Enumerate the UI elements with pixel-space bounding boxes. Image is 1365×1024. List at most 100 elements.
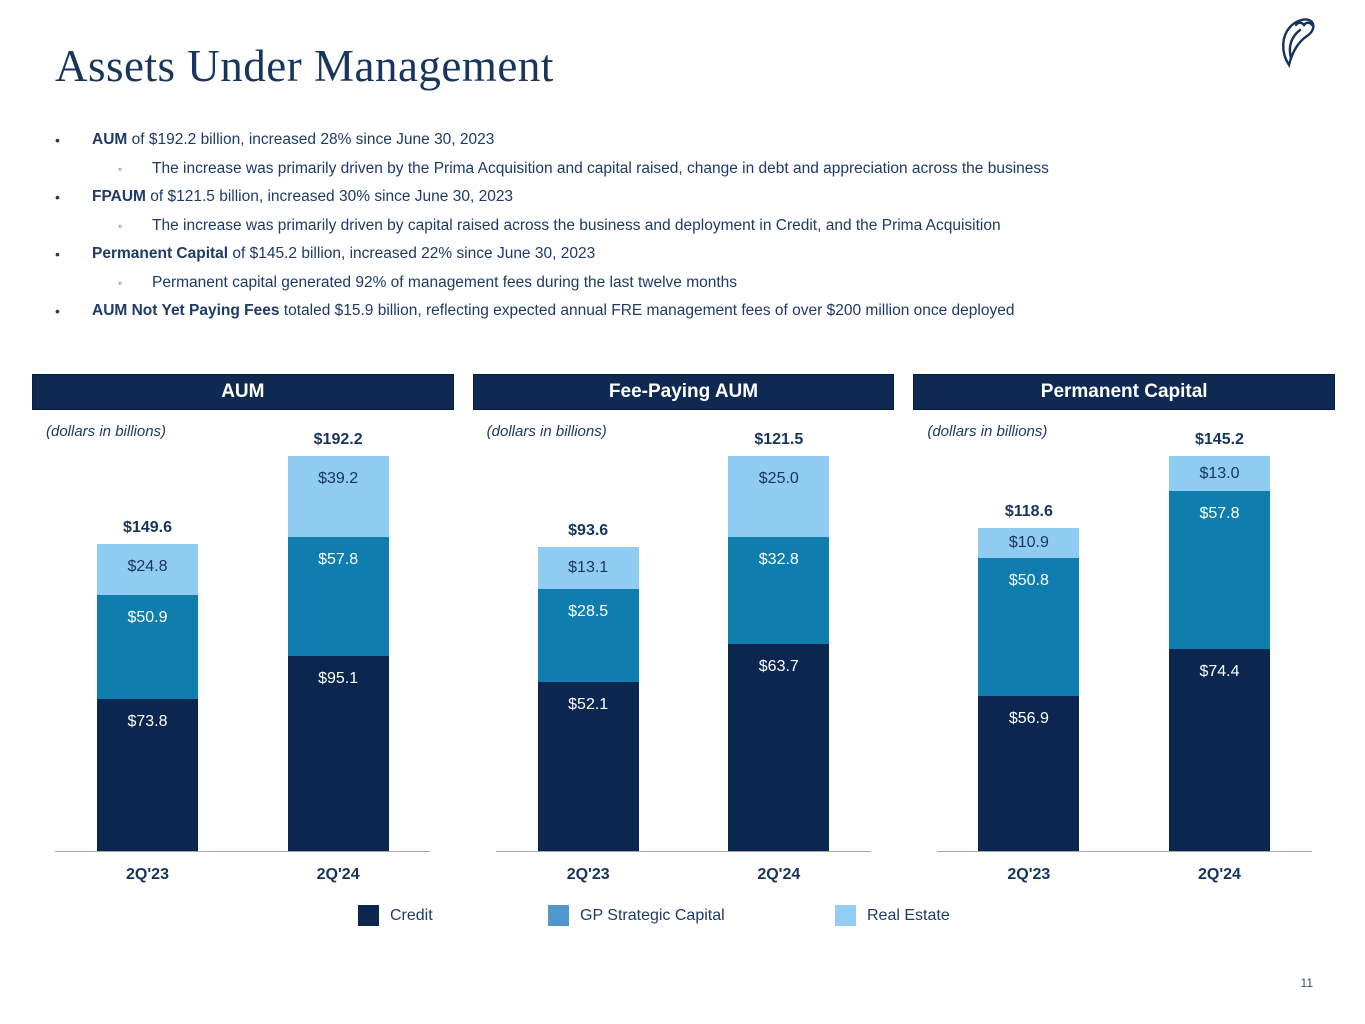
bar-segment-gp-strategic-capital: $57.8 [1168,491,1271,649]
chart-units-label: (dollars in billions) [486,423,607,440]
chart-plot: (dollars in billions) $73.8 $50.9 $24.8 $149… [32,410,454,888]
chart-legend: Credit GP Strategic Capital Real Estate [0,905,1365,935]
chart-panels: AUM (dollars in billions) $73.8 $50.9 $24.8 $… [32,374,1336,888]
bar-segment-gp-strategic-capital: $32.8 [728,537,830,644]
sub-bullet-text: The increase was primarily driven by the… [152,159,1049,177]
legend-label: Credit [390,906,433,924]
page-title: Assets Under Management [55,41,554,91]
bar-segment-gp-strategic-capital: $28.5 [537,589,639,682]
segment-value-label: $39.2 [318,470,359,488]
bar-total-label: $93.6 [568,521,609,539]
segment-value-label: $13.0 [1199,464,1240,482]
x-axis-category-label: 2Q'24 [1197,866,1241,883]
bar-segment-gp-strategic-capital: $50.8 [978,558,1080,697]
chart-panel-permanent-capital: Permanent Capital (dollars in billions) $5… [913,374,1336,888]
bar-total-label: $118.6 [1004,503,1053,521]
legend-label: Real Estate [867,906,950,924]
sub-bullet-text: Permanent capital generated 92% of manag… [152,273,738,291]
segment-value-label: $10.9 [1008,534,1049,552]
segment-value-label: $28.5 [568,603,609,621]
legend-item-credit: Credit [358,905,433,926]
segment-value-label: $95.1 [318,669,359,687]
x-axis-category-label: 2Q'24 [316,866,360,883]
stacked-bar-2q-24: $95.1 $57.8 $39.2 [287,456,389,851]
legend-item-real-estate: Real Estate [835,905,950,926]
x-axis-line [55,850,431,852]
bullet-bold-lead: AUM [92,131,128,148]
bar-segment-credit: $63.7 [728,643,830,851]
chart-units-label: (dollars in billions) [927,423,1048,440]
segment-value-label: $56.9 [1008,710,1049,728]
segment-value-label: $25.0 [758,470,799,488]
sub-bullet-item: ◦ The increase was primarily driven by th… [0,155,1345,184]
stacked-bar-2q-23: $56.9 $50.8 $10.9 [978,528,1080,851]
page-number: 11 [1300,976,1313,990]
bar-total-label: $145.2 [1195,431,1244,448]
bar-segment-credit: $52.1 [537,681,639,851]
segment-value-label: $63.7 [758,657,799,675]
x-axis-line [936,850,1312,852]
sub-bullet-text: The increase was primarily driven by cap… [152,216,1001,234]
legend-swatch-credit [358,905,379,926]
chart-plot: (dollars in billions) $56.9 $50.8 $10.9 $118… [913,410,1335,888]
bar-segment-real-estate: $10.9 [978,528,1080,559]
sub-bullet-marker: ◦ [118,218,123,233]
bullet-bold-lead: FPAUM [92,188,146,205]
x-axis-category-label: 2Q'23 [1007,866,1051,883]
chart-title-bar: Fee-Paying AUM [472,374,895,410]
bullet-marker: • [55,303,60,319]
bullet-text: AUM Not Yet Paying Fees totaled $15.9 bi… [92,302,1015,319]
chart-title: Permanent Capital [1040,381,1208,402]
segment-value-label: $73.8 [127,713,168,731]
sub-bullet-item: ◦ The increase was primarily driven by ca… [0,212,1345,241]
legend-swatch-real-estate [835,905,856,926]
segment-value-label: $32.8 [758,551,799,569]
segment-value-label: $57.8 [1199,505,1240,523]
legend-item-gp-strategic-capital: GP Strategic Capital [548,905,725,926]
chart-panel-aum: AUM (dollars in billions) $73.8 $50.9 $24.8 $… [32,374,454,888]
segment-value-label: $50.9 [127,608,168,626]
bullet-text: Permanent Capital of $145.2 billion, inc… [92,245,596,262]
legend-swatch-gp-strategic-capital [548,905,569,926]
bar-segment-real-estate: $13.0 [1168,456,1271,492]
bar-segment-credit: $56.9 [978,696,1080,851]
stacked-bar-2q-23: $52.1 $28.5 $13.1 [537,546,639,851]
chart-title: AUM [221,381,265,402]
bullet-list: • AUM of $192.2 billion, increased 28% si… [0,126,1345,326]
chart-units-label: (dollars in billions) [46,423,167,440]
bullet-text: FPAUM of $121.5 billion, increased 30% s… [92,188,514,205]
bar-segment-real-estate: $25.0 [728,456,830,538]
bullet-bold-lead: AUM Not Yet Paying Fees [92,302,280,319]
x-axis-category-label: 2Q'23 [126,866,169,883]
blue-owl-logo-icon [1282,18,1315,68]
sub-bullet-item: ◦ Permanent capital generated 92% of mana… [0,269,1345,298]
stacked-bar-2q-24: $63.7 $32.8 $25.0 [728,456,830,851]
x-axis-category-label: 2Q'24 [757,866,801,883]
chart-panel-fee-paying-aum: Fee-Paying AUM (dollars in billions) $52.1… [472,374,895,888]
segment-value-label: $50.8 [1008,572,1049,590]
x-axis-category-label: 2Q'23 [566,866,610,883]
bullet-marker: • [55,246,60,262]
chart-title: Fee-Paying AUM [608,381,759,402]
segment-value-label: $57.8 [318,550,359,568]
chart-title-bar: AUM [32,374,454,410]
bar-segment-credit: $95.1 [287,655,389,851]
bar-segment-credit: $73.8 [96,699,199,851]
segment-value-label: $24.8 [127,557,168,575]
bullet-item: • AUM of $192.2 billion, increased 28% si… [0,126,1345,155]
segment-value-label: $74.4 [1199,662,1240,680]
bar-total-label: $192.2 [313,431,363,448]
legend-label: GP Strategic Capital [580,906,725,924]
bar-segment-real-estate: $24.8 [96,543,199,595]
bar-total-label: $121.5 [754,431,804,448]
bullet-item: • FPAUM of $121.5 billion, increased 30% … [0,183,1345,212]
bar-total-label: $149.6 [123,518,172,536]
bullet-marker: • [55,189,60,205]
bullet-text: AUM of $192.2 billion, increased 28% sin… [92,131,495,148]
sub-bullet-marker: ◦ [118,275,123,290]
bullet-bold-lead: Permanent Capital [92,245,229,262]
bar-segment-gp-strategic-capital: $50.9 [96,594,199,700]
x-axis-line [495,850,872,852]
bullet-item: • Permanent Capital of $145.2 billion, in… [0,240,1345,269]
